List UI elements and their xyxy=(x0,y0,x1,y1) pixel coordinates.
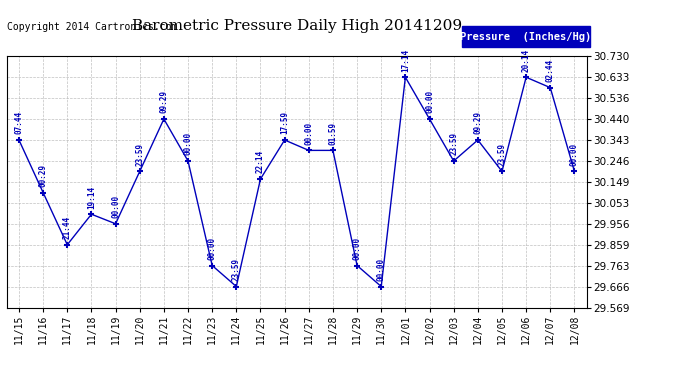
Text: 09:29: 09:29 xyxy=(159,90,168,114)
Text: 22:14: 22:14 xyxy=(256,150,265,173)
Text: 20:14: 20:14 xyxy=(522,48,531,72)
Text: 00:29: 00:29 xyxy=(39,164,48,187)
Text: 00:00: 00:00 xyxy=(304,122,313,145)
Text: Pressure  (Inches/Hg): Pressure (Inches/Hg) xyxy=(460,32,592,42)
Text: 19:14: 19:14 xyxy=(87,186,96,209)
Text: 09:29: 09:29 xyxy=(473,111,482,135)
Text: 00:00: 00:00 xyxy=(353,237,362,260)
Text: 00:00: 00:00 xyxy=(111,195,120,218)
Text: 21:44: 21:44 xyxy=(63,216,72,239)
Text: 01:59: 01:59 xyxy=(328,122,337,145)
Text: 00:00: 00:00 xyxy=(570,143,579,166)
Text: Barometric Pressure Daily High 20141209: Barometric Pressure Daily High 20141209 xyxy=(132,19,462,33)
Text: 23:59: 23:59 xyxy=(135,143,144,166)
Text: 00:00: 00:00 xyxy=(425,90,434,114)
Text: 07:44: 07:44 xyxy=(14,111,23,135)
Text: 17:14: 17:14 xyxy=(401,48,410,72)
Text: 23:59: 23:59 xyxy=(497,143,506,166)
Text: 23:59: 23:59 xyxy=(232,258,241,281)
Text: 17:59: 17:59 xyxy=(280,111,289,135)
Text: 00:00: 00:00 xyxy=(377,258,386,281)
Text: 02:44: 02:44 xyxy=(546,59,555,82)
Text: 00:00: 00:00 xyxy=(208,237,217,260)
Text: 23:59: 23:59 xyxy=(449,132,458,155)
Text: 00:00: 00:00 xyxy=(184,132,193,155)
Text: Copyright 2014 Cartronics.com: Copyright 2014 Cartronics.com xyxy=(7,22,177,33)
